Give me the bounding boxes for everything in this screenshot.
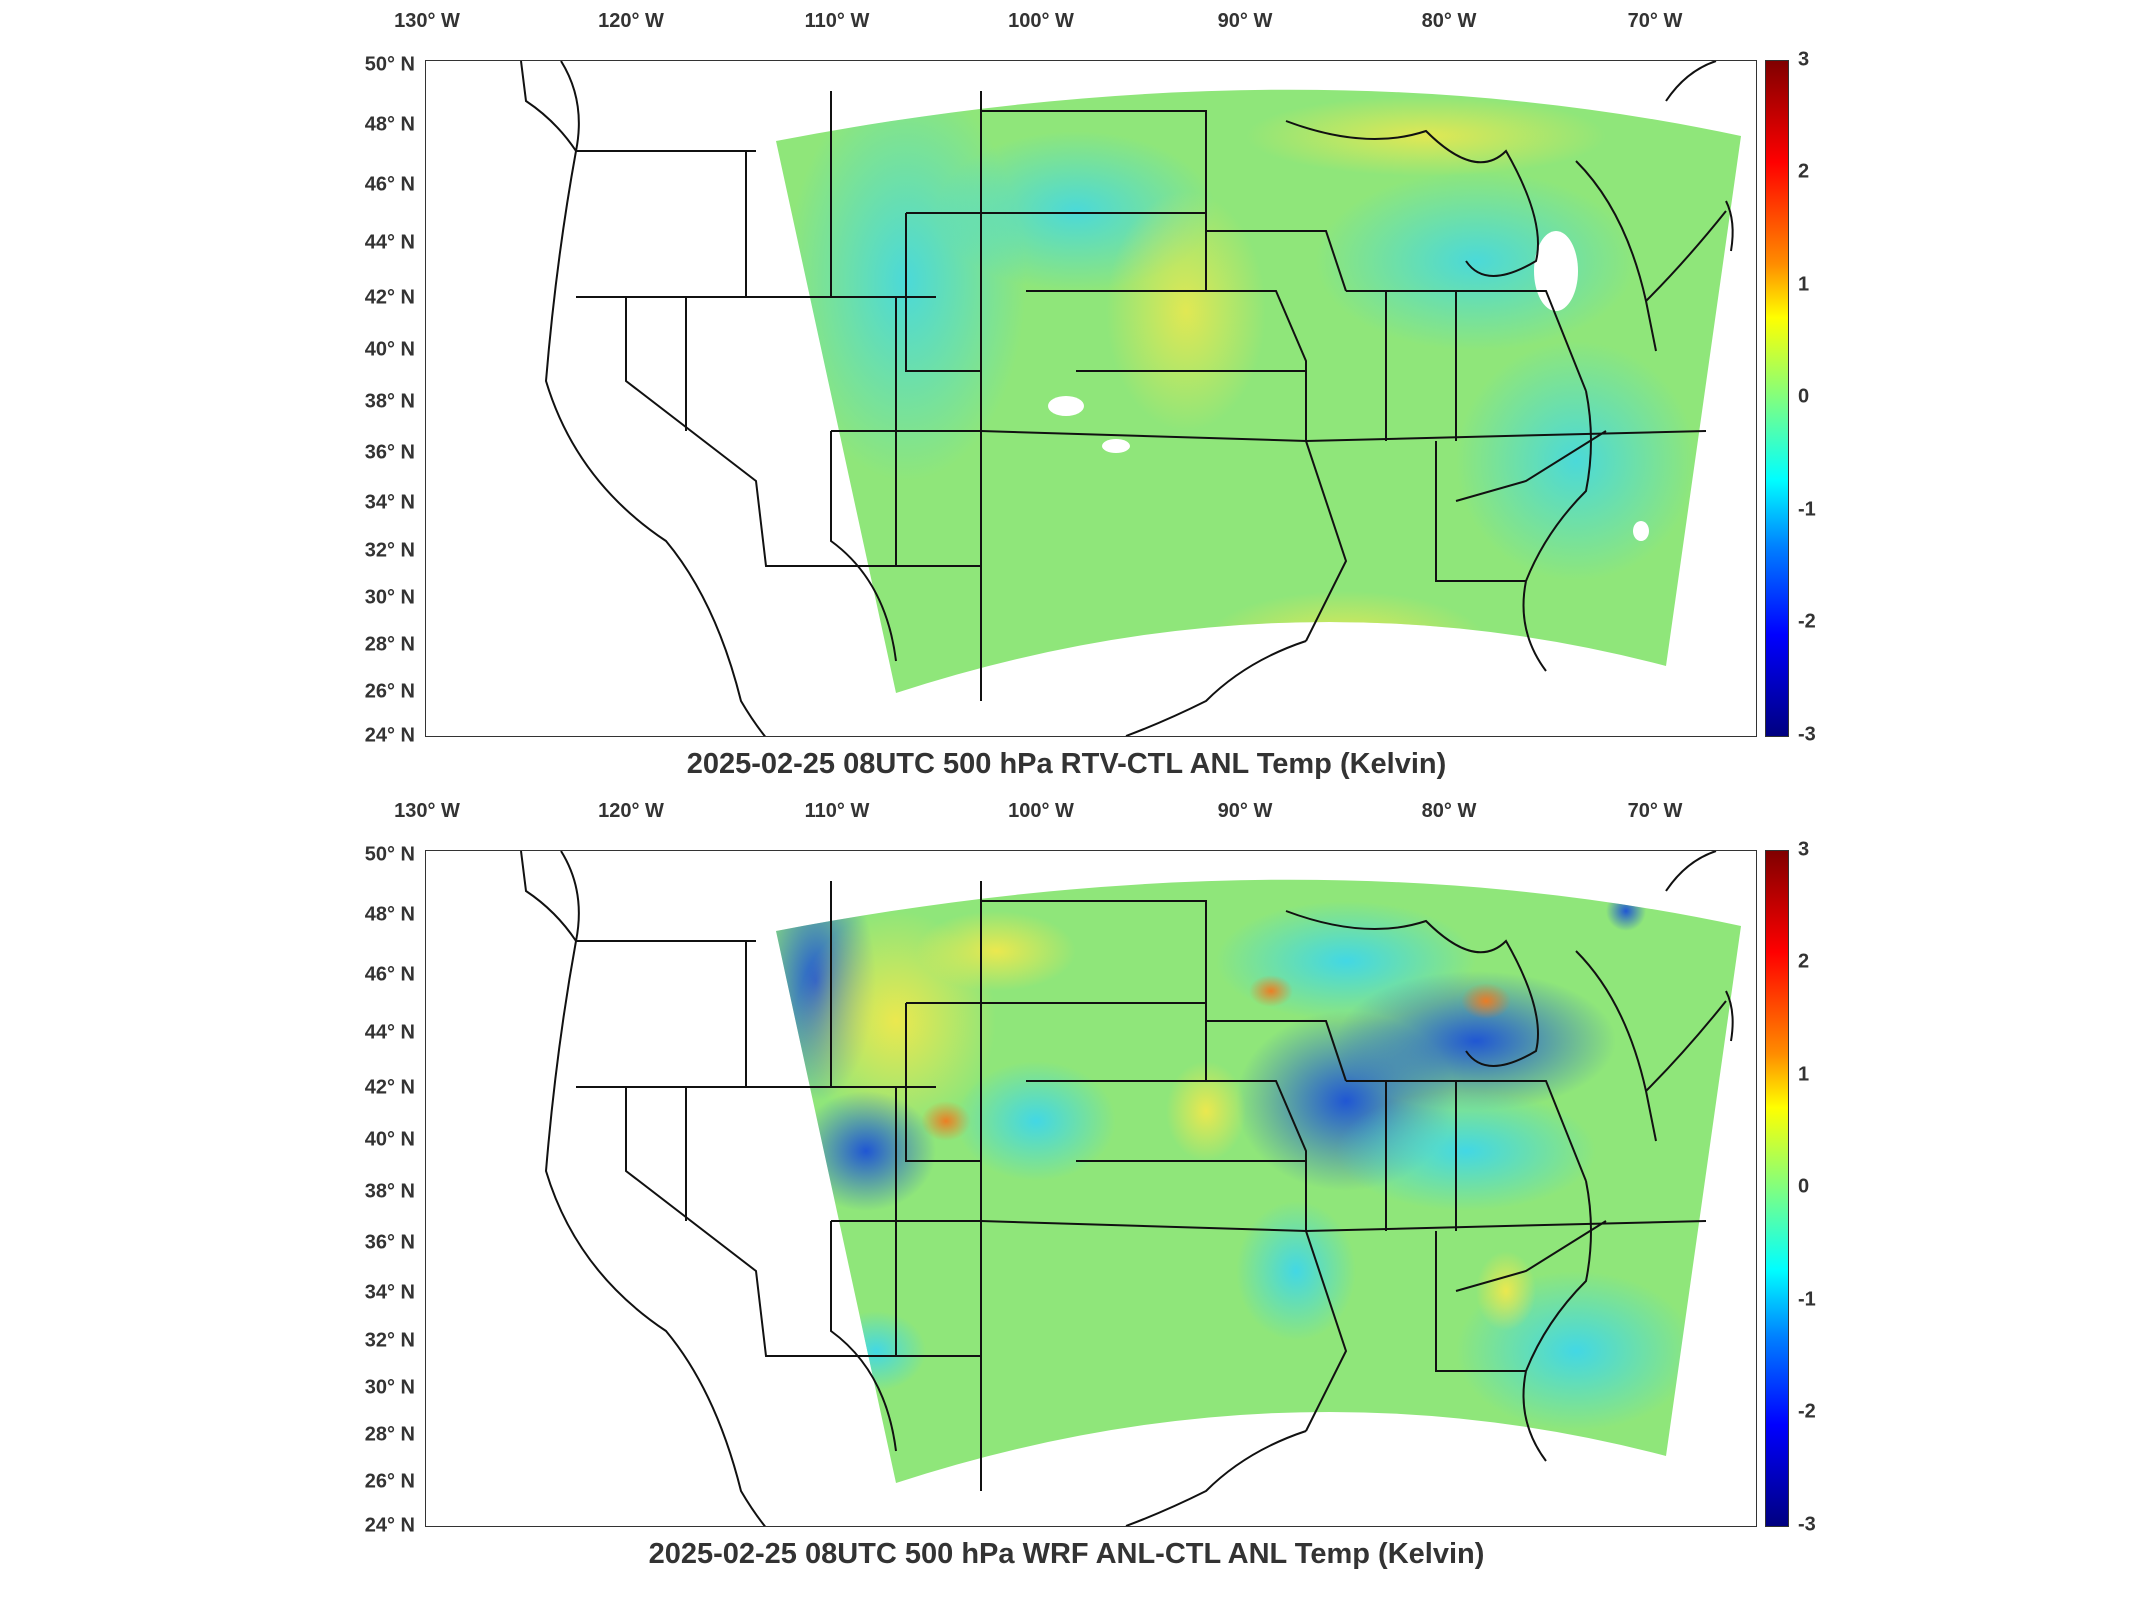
colorbar-tick-label: 3 <box>1798 48 1810 71</box>
lon-label: 120° W <box>598 800 664 822</box>
lat-label: 24° N <box>364 1514 415 1537</box>
lon-label: 110° W <box>804 800 870 822</box>
lat-label: 30° N <box>364 1376 415 1399</box>
hot-anomaly <box>1249 975 1293 1007</box>
cool-anomaly <box>1456 341 1696 581</box>
colorbar-tick-label: 1 <box>1798 1063 1810 1086</box>
lat-label: 40° N <box>364 338 415 361</box>
colorbar-tick-label: -2 <box>1798 610 1816 633</box>
map-area <box>425 850 1757 1527</box>
missing-data-patch <box>1102 439 1130 453</box>
colorbar-tick-label: -2 <box>1798 1400 1816 1423</box>
panel-title: 2025-02-25 08UTC 500 hPa RTV-CTL ANL Tem… <box>686 748 1447 780</box>
lat-label: 42° N <box>364 1076 415 1099</box>
lat-label: 46° N <box>364 963 415 986</box>
colorbar <box>1765 850 1789 1527</box>
lat-label: 24° N <box>364 724 415 747</box>
lon-label: 100° W <box>1008 10 1074 32</box>
lat-label: 38° N <box>364 1180 415 1203</box>
colorbar-tick-label: 2 <box>1798 950 1810 973</box>
missing-data-patch <box>1633 521 1649 541</box>
colorbar <box>1765 60 1789 737</box>
colorbar-tick-label: -1 <box>1798 498 1816 521</box>
panel-title: 2025-02-25 08UTC 500 hPa WRF ANL-CTL ANL… <box>648 1538 1485 1570</box>
anomaly-blobs <box>776 879 1696 1431</box>
lon-label: 70° W <box>1627 800 1683 822</box>
lon-label: 120° W <box>598 10 664 32</box>
lon-label: 80° W <box>1421 10 1477 32</box>
colorbar-tick-label: -3 <box>1798 723 1816 746</box>
lat-label: 44° N <box>364 1021 415 1044</box>
warm-anomaly <box>1206 591 1486 691</box>
lat-label: 46° N <box>364 173 415 196</box>
lon-label: 90° W <box>1217 800 1273 822</box>
lat-label: 28° N <box>364 633 415 656</box>
hot-anomaly <box>1461 983 1511 1019</box>
lon-label: 110° W <box>804 10 870 32</box>
lon-label: 80° W <box>1421 800 1477 822</box>
missing-data-patch <box>1534 231 1578 311</box>
lat-label: 44° N <box>364 231 415 254</box>
cold-anomaly <box>796 1091 936 1211</box>
lon-label: 130° W <box>394 800 460 822</box>
lat-label: 36° N <box>364 441 415 464</box>
lon-label: 130° W <box>394 10 460 32</box>
cool-anomaly <box>1316 171 1636 351</box>
missing-data-patch <box>1048 396 1084 416</box>
lat-label: 48° N <box>364 113 415 136</box>
lat-label: 48° N <box>364 903 415 926</box>
lat-label: 32° N <box>364 539 415 562</box>
warm-anomaly <box>1166 1061 1246 1161</box>
colorbar-tick-label: -3 <box>1798 1513 1816 1536</box>
map-area <box>425 60 1757 737</box>
map-svg <box>520 851 1741 1526</box>
colorbar-tick-label: 0 <box>1798 385 1810 408</box>
colorbar-tick-label: 0 <box>1798 1175 1810 1198</box>
cool-anomaly <box>826 1311 926 1391</box>
lat-label: 26° N <box>364 1470 415 1493</box>
warm-anomaly <box>1106 191 1266 431</box>
lat-label: 50° N <box>364 53 415 76</box>
cool-anomaly <box>1236 1201 1356 1341</box>
lat-label: 34° N <box>364 491 415 514</box>
cool-anomaly <box>956 1061 1116 1181</box>
warm-anomaly <box>1246 96 1606 176</box>
lat-label: 38° N <box>364 390 415 413</box>
colorbar-tick-label: 3 <box>1798 838 1810 861</box>
lat-label: 40° N <box>364 1128 415 1151</box>
panel-rtv-ctl: 130° W 120° W 110° W 100° W 90° W 80° W … <box>364 10 1816 780</box>
cold-anomaly <box>1606 891 1646 931</box>
lon-label: 70° W <box>1627 10 1683 32</box>
state-borders <box>520 61 1734 736</box>
cool-anomaly <box>1336 1091 1596 1211</box>
map-svg <box>520 61 1741 736</box>
lat-label: 36° N <box>364 1231 415 1254</box>
lat-label: 28° N <box>364 1423 415 1446</box>
lat-label: 42° N <box>364 286 415 309</box>
colorbar-tick-label: -1 <box>1798 1288 1816 1311</box>
lat-label: 26° N <box>364 680 415 703</box>
state-borders <box>520 851 1734 1526</box>
lat-label: 34° N <box>364 1281 415 1304</box>
lat-label: 50° N <box>364 843 415 866</box>
lon-label: 100° W <box>1008 800 1074 822</box>
panel-wrf-ctl: 130° W 120° W 110° W 100° W 90° W 80° W … <box>0 790 2133 1600</box>
lat-label: 30° N <box>364 586 415 609</box>
lon-label: 90° W <box>1217 10 1273 32</box>
warm-anomaly <box>916 911 1076 991</box>
colorbar-tick-label: 2 <box>1798 160 1810 183</box>
warm-anomaly <box>1476 1251 1536 1331</box>
cold-anomaly <box>1336 971 1616 1111</box>
lat-label: 32° N <box>364 1329 415 1352</box>
colorbar-tick-label: 1 <box>1798 273 1810 296</box>
